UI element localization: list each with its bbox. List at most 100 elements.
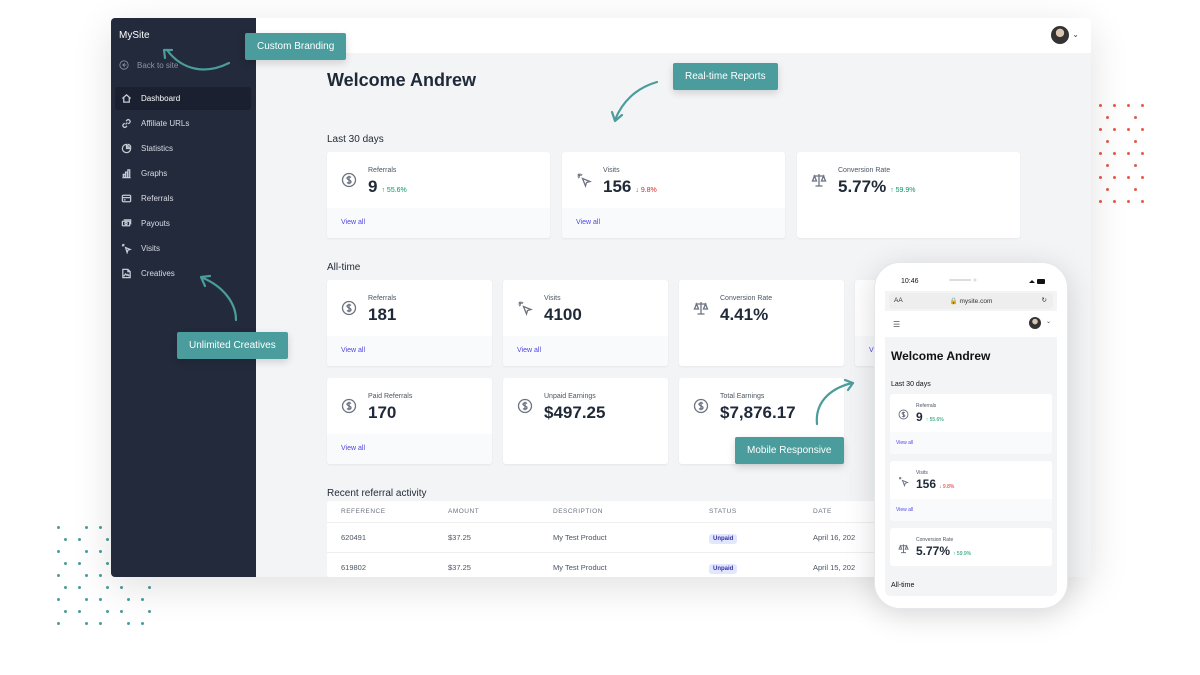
stat-card-paid-referrals: Paid Referrals 170 View all — [327, 378, 492, 464]
chevron-down-icon[interactable]: ⌄ — [1072, 30, 1079, 39]
decorative-dot — [1106, 164, 1109, 167]
chevron-down-icon[interactable]: ⌄ — [1045, 319, 1051, 325]
view-all-link[interactable]: View all — [341, 445, 365, 452]
view-all-link[interactable]: View all — [576, 219, 600, 226]
card-icon — [121, 194, 132, 203]
decorative-dot — [99, 550, 102, 553]
decorative-dot — [1113, 176, 1116, 179]
section-title-all-time: All-time — [327, 262, 361, 273]
decorative-dot — [1141, 152, 1144, 155]
decorative-dot — [1099, 152, 1102, 155]
sidebar-item-label: Statistics — [141, 144, 174, 153]
sidebar-item-label: Referrals — [141, 194, 174, 203]
lock-icon: 🔒 — [949, 298, 958, 305]
decorative-dot — [1099, 104, 1102, 107]
phone-address-bar[interactable]: AA 🔒 mysite.com ↻ — [889, 293, 1053, 309]
text-size-button[interactable]: AA — [894, 297, 903, 304]
phone-section-title-all-time: All-time — [891, 582, 915, 589]
stat-label: Total Earnings — [720, 393, 765, 400]
sidebar-nav: Dashboard Affiliate URLs Statistics Grap… — [115, 87, 251, 287]
table-row[interactable]: 620491 $37.25 My Test Product Unpaid Apr… — [327, 523, 987, 553]
decorative-dot — [141, 622, 144, 625]
stat-card-conversion-30: Conversion Rate 5.77% ↑ 59.9% — [797, 152, 1020, 238]
sidebar-item-dashboard[interactable]: Dashboard — [115, 87, 251, 110]
sidebar-item-label: Payouts — [141, 219, 170, 228]
trend-up-delta: ↑ 59.9% — [890, 187, 916, 194]
decorative-dot — [1106, 116, 1109, 119]
column-header[interactable]: REFERENCE — [341, 508, 386, 515]
decorative-dot — [106, 562, 109, 565]
decorative-dot — [148, 586, 151, 589]
view-all-link[interactable]: View all — [341, 219, 365, 226]
decorative-dot — [85, 550, 88, 553]
phone-clock: 10:46 — [901, 278, 919, 285]
sidebar-item-graphs[interactable]: Graphs — [115, 162, 251, 185]
decorative-dot — [1099, 176, 1102, 179]
decorative-dot — [99, 598, 102, 601]
sidebar-item-referrals[interactable]: Referrals — [115, 187, 251, 210]
stat-card-conversion-all: Conversion Rate 4.41% — [679, 280, 844, 366]
callout-real-time-reports: Real-time Reports — [673, 63, 778, 90]
section-title-recent-activity: Recent referral activity — [327, 488, 427, 499]
view-all-link[interactable]: View all — [517, 347, 541, 354]
phone-header: ☰ ⌄ — [885, 311, 1057, 337]
stat-label: Conversion Rate — [838, 167, 891, 174]
decorative-dot — [85, 526, 88, 529]
cursor-click-icon — [517, 300, 534, 317]
phone-page-title: Welcome Andrew — [891, 349, 991, 363]
sidebar-item-statistics[interactable]: Statistics — [115, 137, 251, 160]
cell-reference: 620491 — [341, 533, 367, 542]
dollar-icon — [693, 398, 709, 414]
sidebar-item-visits[interactable]: Visits — [115, 237, 251, 260]
decorative-dot — [1134, 116, 1137, 119]
view-all-link[interactable]: View all — [896, 440, 914, 446]
decorative-dot — [1127, 176, 1130, 179]
decorative-dot — [1113, 104, 1116, 107]
decorative-dot — [1113, 200, 1116, 203]
decorative-dot — [1134, 164, 1137, 167]
column-header[interactable]: DESCRIPTION — [553, 508, 603, 515]
sidebar-item-payouts[interactable]: Payouts — [115, 212, 251, 235]
avatar[interactable] — [1051, 26, 1069, 44]
sidebar-item-affiliate-urls[interactable]: Affiliate URLs — [115, 112, 251, 135]
brand-name[interactable]: MySite — [119, 30, 150, 41]
phone-url[interactable]: 🔒 mysite.com — [949, 298, 993, 305]
decorative-dot — [127, 598, 130, 601]
battery-wifi-icon — [1029, 279, 1045, 284]
column-header[interactable]: STATUS — [709, 508, 737, 515]
decorative-dot — [127, 622, 130, 625]
callout-custom-branding: Custom Branding — [245, 33, 347, 60]
trend-up-delta: ↑ 55.6% — [381, 187, 407, 194]
decorative-dot — [1141, 200, 1144, 203]
page-title: Welcome Andrew — [327, 70, 477, 90]
decorative-dot — [99, 622, 102, 625]
table-row[interactable]: 619802 $37.25 My Test Product Unpaid Apr… — [327, 553, 987, 577]
view-all-link[interactable]: View all — [341, 347, 365, 354]
decorative-dot — [1127, 128, 1130, 131]
stat-label: Referrals — [368, 167, 397, 174]
sidebar-item-creatives[interactable]: Creatives — [115, 262, 251, 285]
stat-card-visits-all: Visits 4100 View all — [503, 280, 668, 366]
trend-up-delta: ↑ 55.6% — [925, 417, 944, 423]
decorative-dot — [1134, 140, 1137, 143]
stat-value: 4100 — [544, 305, 582, 324]
phone-avatar[interactable] — [1029, 317, 1041, 329]
column-header[interactable]: DATE — [813, 508, 832, 515]
decorative-dot — [85, 622, 88, 625]
back-arrow-icon — [119, 60, 129, 70]
stat-value: 181 — [368, 305, 397, 324]
view-all-link[interactable]: View all — [896, 507, 914, 513]
decorative-dot — [64, 538, 67, 541]
reload-icon[interactable]: ↻ — [1041, 297, 1047, 304]
phone-status-bar: 10:46 — [885, 273, 1057, 291]
column-header[interactable]: AMOUNT — [448, 508, 480, 515]
phone-notch — [949, 278, 977, 282]
back-to-site-link[interactable]: Back to site — [119, 60, 178, 70]
stat-value: 170 — [368, 403, 397, 422]
stat-label: Unpaid Earnings — [544, 393, 596, 400]
decorative-dot — [120, 610, 123, 613]
hamburger-menu-icon[interactable]: ☰ — [893, 320, 901, 329]
decorative-dot — [1141, 104, 1144, 107]
decorative-dot — [99, 574, 102, 577]
stat-value: 4.41% — [720, 305, 769, 324]
